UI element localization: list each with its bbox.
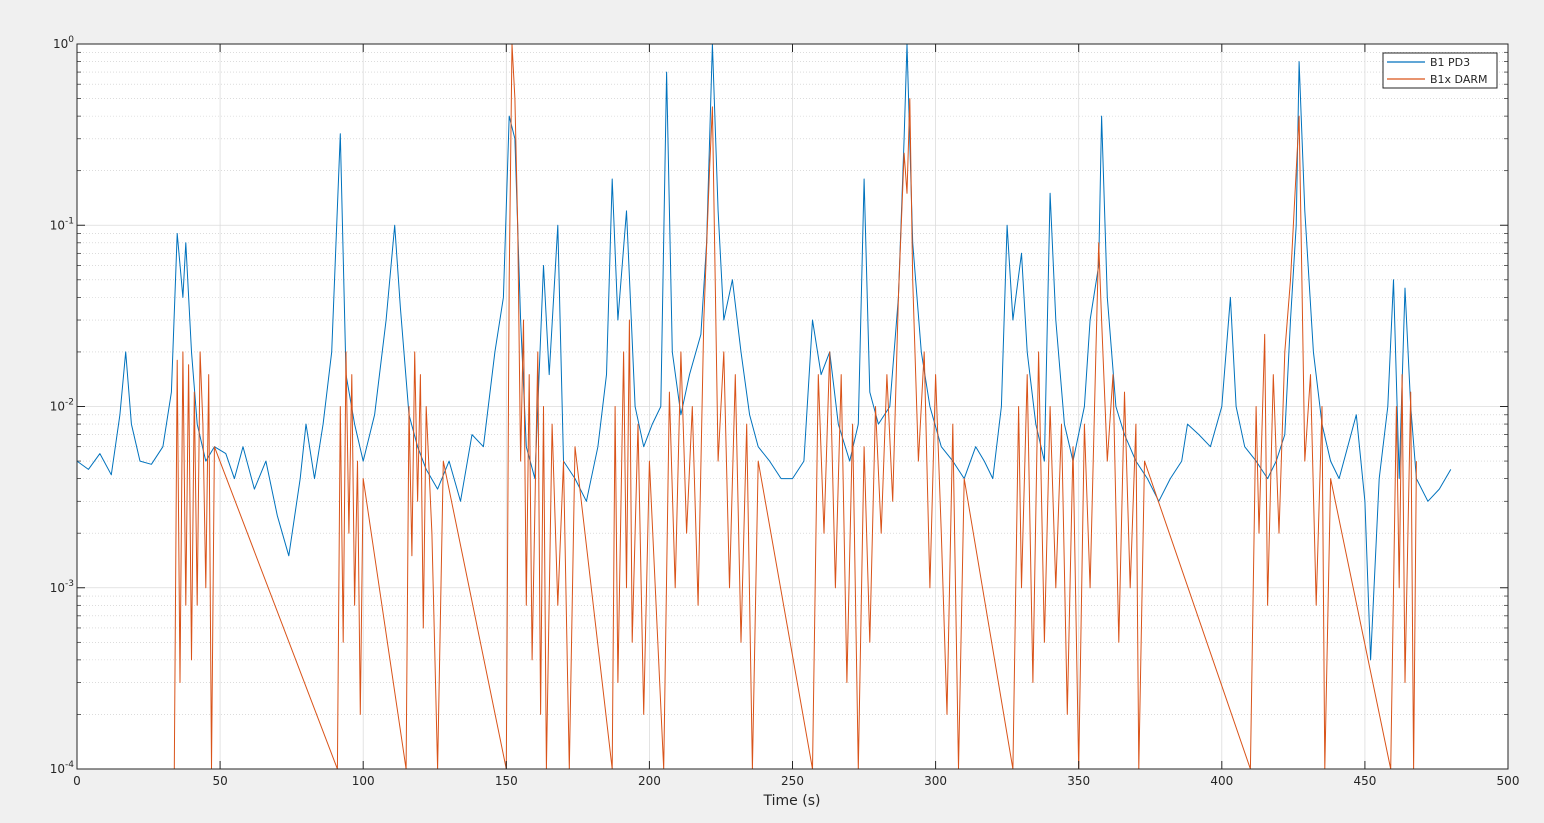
x-tick-label: 100 xyxy=(352,774,375,788)
x-tick-label: 200 xyxy=(638,774,661,788)
legend-label-b1x-darm: B1x DARM xyxy=(1430,73,1488,86)
x-tick-label: 150 xyxy=(495,774,518,788)
legend[interactable]: B1 PD3 B1x DARM xyxy=(1382,52,1498,89)
x-tick-label: 450 xyxy=(1353,774,1376,788)
x-axis-ticks: 0 50 100 150 200 250 300 350 400 450 500 xyxy=(73,44,1519,788)
x-tick-label: 0 xyxy=(73,774,81,788)
y-tick-exponent: -2 xyxy=(65,398,74,408)
x-tick-label: 400 xyxy=(1210,774,1233,788)
x-axis-label: Time (s) xyxy=(763,793,821,809)
series-line-b1-pd3 xyxy=(76,43,1452,661)
minor-grid xyxy=(77,51,1508,715)
legend-label-b1-pd3: B1 PD3 xyxy=(1430,56,1470,69)
x-tick-label: 300 xyxy=(924,774,947,788)
x-tick-label: 50 xyxy=(212,774,227,788)
y-tick-exponent: 0 xyxy=(68,35,74,45)
plot-area xyxy=(76,43,1509,770)
y-tick-exponent: -4 xyxy=(65,760,74,770)
x-tick-label: 250 xyxy=(781,774,804,788)
y-tick-exponent: -1 xyxy=(65,216,74,226)
x-tick-label: 500 xyxy=(1497,774,1520,788)
x-tick-label: 350 xyxy=(1067,774,1090,788)
y-tick-exponent: -3 xyxy=(65,579,74,589)
legend-box xyxy=(1382,52,1498,89)
